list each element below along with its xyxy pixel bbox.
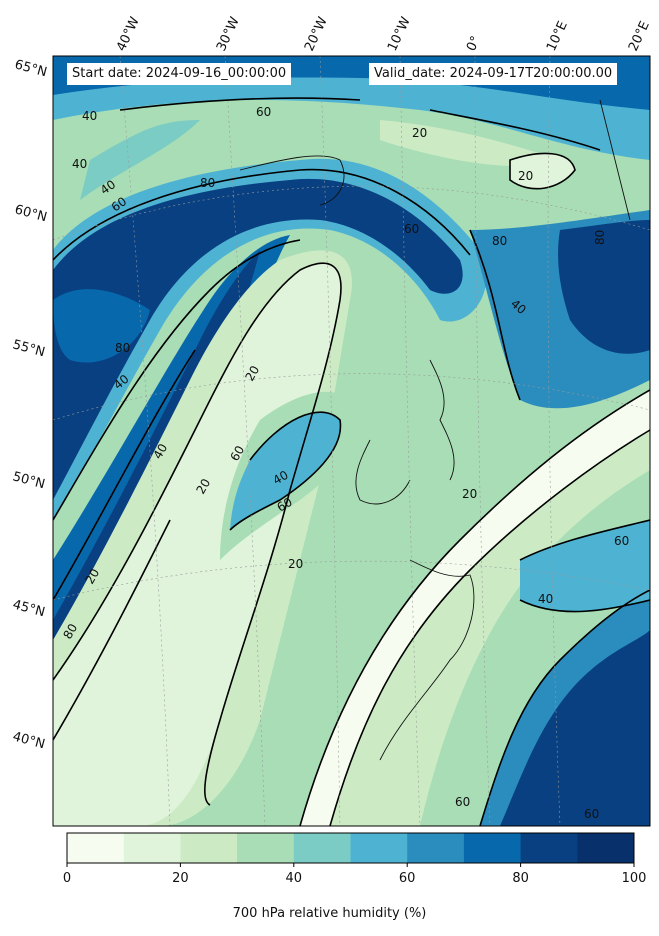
lon-label: 30°W [214,15,243,54]
contour-label: 80 [492,234,507,248]
contour-label: 20 [518,169,533,183]
contour-label: 20 [412,126,427,140]
colorbar-bin [463,833,522,863]
contour-label: 80 [593,230,607,245]
contour-labels: 20 20 20 20 20 20 20 40 40 40 40 40 40 4… [60,105,629,821]
colorbar-bin [293,833,351,863]
lon-label: 20°E [626,19,653,54]
contour-lines [53,97,650,826]
lat-label: 40°N [11,729,47,752]
contour-label: 60 [404,222,419,236]
colorbar-bin [577,833,635,863]
contour-label: 40 [72,157,87,171]
coastlines [239,99,631,761]
colorbar-bin [123,833,181,863]
valid-date-label: Valid_date: 2024-09-17T20:00:00.00 [369,63,618,85]
lat-label: 55°N [11,337,47,360]
contour-label: 20 [462,487,477,501]
contour-label: 60 [455,795,470,809]
contour-label: 20 [242,363,262,383]
contour-label: 20 [82,566,102,586]
lat-label: 45°N [11,597,47,620]
map-frame [52,55,651,827]
colorbar-bin [407,833,465,863]
lon-label: 40°W [114,15,143,54]
contour-label: 60 [584,807,599,821]
latitude-labels: 65°N 60°N 55°N 50°N 45°N 40°N [11,57,49,752]
contour-label: 40 [538,592,553,606]
colorbar-tick-label: 20 [172,871,189,886]
contour-label: 40 [150,441,170,461]
lat-label: 65°N [13,57,49,80]
colorbar-tick-label: 80 [512,871,529,886]
colorbar-bin [180,833,238,863]
contour-label: 40 [82,109,97,123]
lon-label: 10°E [544,19,571,54]
colorbar-tick-label: 0 [62,871,72,886]
lat-label: 60°N [13,202,49,225]
lon-label: 20°W [302,15,331,54]
lon-label: 10°W [385,15,414,54]
colorbar-bin [237,833,295,863]
contour-label: 80 [60,621,80,641]
colorbar-tick-label: 60 [398,871,416,886]
contour-label: 60 [227,443,247,463]
colorbar-tick-label: 100 [621,871,647,886]
contour-label: 80 [200,176,215,190]
contour-label: 20 [288,557,303,571]
colorbar-bin [520,833,578,863]
colorbar [66,832,635,867]
graticule [53,56,650,826]
contour-label: 20 [193,476,213,496]
contour-label: 60 [275,495,295,515]
contour-label: 60 [256,105,271,119]
start-date-label: Start date: 2024-09-16_00:00:00 [67,63,292,85]
lon-label: 0° [464,34,484,54]
colorbar-bin [350,833,408,863]
colorbar-tick-label: 40 [285,871,303,886]
colorbar-frame [66,832,635,864]
longitude-labels: 40°W 30°W 20°W 10°W 0° 10°E 20°E [114,15,653,54]
map-field [53,56,650,826]
lat-label: 50°N [11,469,47,492]
contour-label: 80 [115,341,130,355]
colorbar-title: 700 hPa relative humidity (%) [232,906,427,921]
contour-label: 60 [614,534,629,548]
colorbar-bin [67,833,125,863]
contour-label: 40 [271,468,291,488]
